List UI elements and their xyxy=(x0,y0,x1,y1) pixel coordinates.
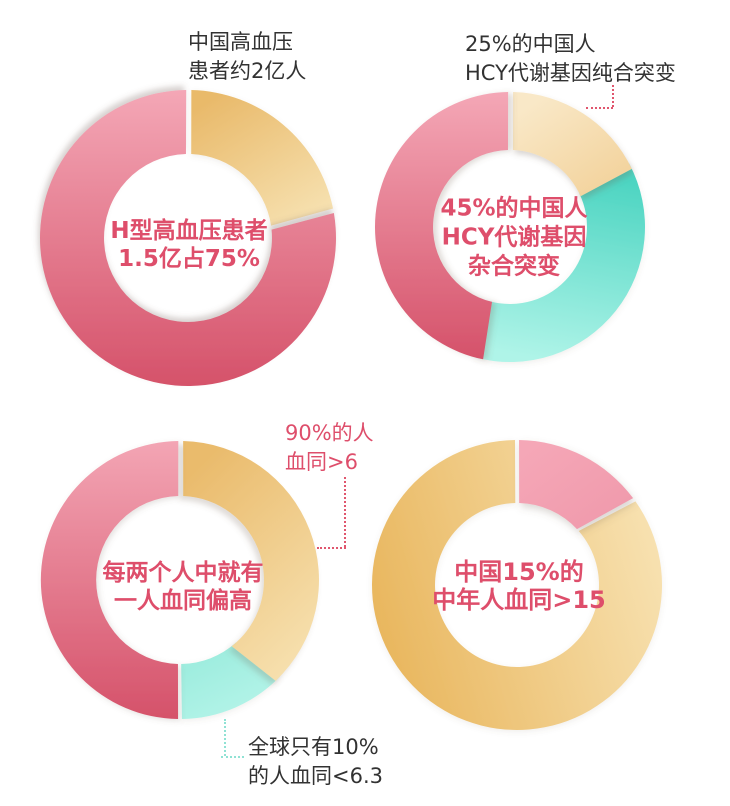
callout-line: 血同>6 xyxy=(285,450,358,474)
connector-hcy-homozygous-horizontal xyxy=(586,107,613,109)
callout-line: 中国高血压 xyxy=(188,30,293,54)
callout-line: 的人血同<6.3 xyxy=(248,764,383,788)
donut-h-hypertension-slice-other-hypertension xyxy=(191,90,334,226)
donut-elevated-hcy-slice-elevated-half xyxy=(40,441,179,719)
center-line: 中年人血同>15 xyxy=(432,586,606,614)
donut3-center-text: 每两个人中就有 一人血同偏高 xyxy=(103,559,264,615)
callout-90pct-over-6: 90%的人 血同>6 xyxy=(285,419,374,477)
donut1-center-text: H型高血压患者 1.5亿占75% xyxy=(110,217,267,273)
center-line: HCY代谢基因 xyxy=(441,224,587,251)
center-line: 1.5亿占75% xyxy=(118,246,260,272)
connector-hcy-homozygous-vertical xyxy=(612,85,614,107)
connector-global10pct-vertical xyxy=(224,719,226,756)
connector-90pct-horizontal xyxy=(317,547,346,549)
donut-hcy-gene-slice-no-mutation xyxy=(475,163,646,363)
center-line: 一人血同偏高 xyxy=(114,588,252,614)
callout-global-10pct: 全球只有10% 的人血同<6.3 xyxy=(248,733,383,791)
donut4-center-text: 中国15%的 中年人血同>15 xyxy=(432,558,606,614)
callout-line: 患者约2亿人 xyxy=(188,59,307,83)
callout-line: 90%的人 xyxy=(285,421,374,445)
connector-global10pct-horizontal xyxy=(221,756,244,758)
center-line: 杂合突变 xyxy=(468,253,560,280)
center-line: H型高血压患者 xyxy=(110,218,268,244)
donut2-center-text: 45%的中国人 HCY代谢基因 杂合突变 xyxy=(440,195,587,282)
donut-midage-hcy15-slice-others xyxy=(371,440,662,730)
donut-midage-hcy15-slice-hcy-over-15 xyxy=(519,440,634,530)
connector-90pct-vertical xyxy=(344,477,346,547)
center-line: 45%的中国人 xyxy=(440,195,588,222)
center-line: 每两个人中就有 xyxy=(102,560,264,586)
donut-h-hypertension-slice-h-type-hypertension xyxy=(39,90,336,386)
center-line: 中国15%的 xyxy=(454,558,584,586)
donut-hcy-gene-slice-homozygous-mutation xyxy=(512,92,632,197)
callout-line: 全球只有10% xyxy=(248,735,379,759)
callout-hcy-homozygous: 25%的中国人 HCY代谢基因纯合突变 xyxy=(465,30,676,88)
callout-line: HCY代谢基因纯合突变 xyxy=(465,61,676,85)
callout-line: 25%的中国人 xyxy=(465,32,596,56)
callout-china-hypertension: 中国高血压 患者约2亿人 xyxy=(188,28,306,86)
donut-hcy-gene-slice-heterozygous-mutation xyxy=(374,92,509,360)
donut-elevated-hcy-slice-hcy-over-6 xyxy=(183,441,319,681)
